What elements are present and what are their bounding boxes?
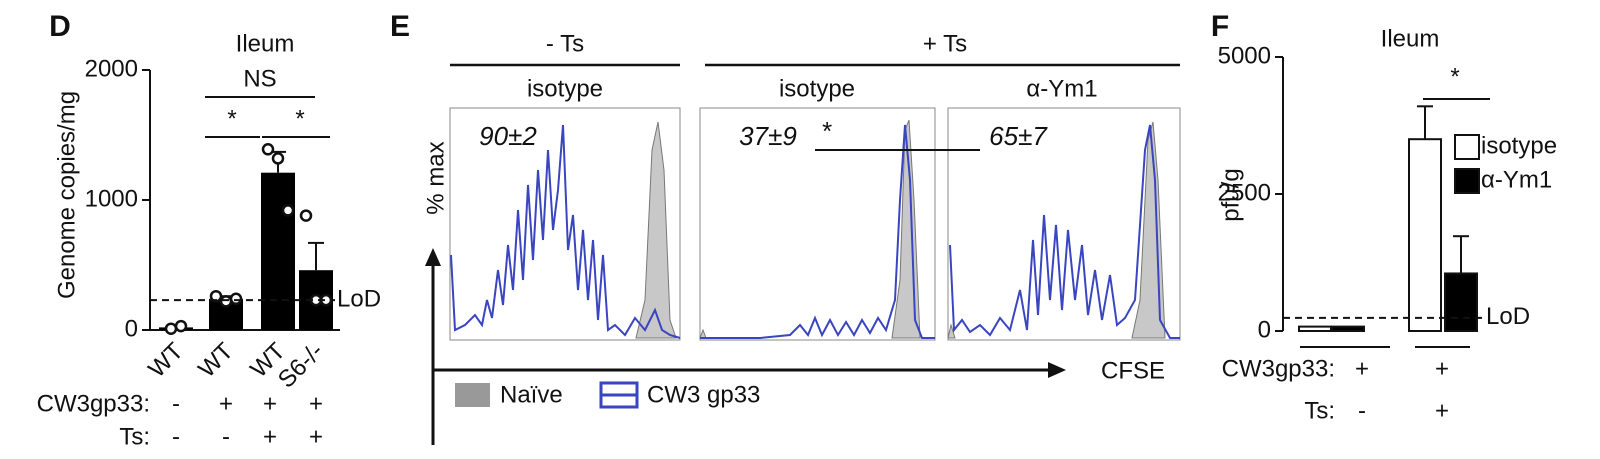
row-label: CW3gp33: — [37, 390, 150, 417]
legend-label: CW3 gp33 — [647, 381, 760, 408]
subplot-title: isotype — [527, 75, 603, 102]
row-label: Ts: — [119, 423, 150, 450]
cw3-curve — [949, 124, 1180, 339]
legend-label: isotype — [1481, 132, 1557, 159]
y-tick-label: 1000 — [85, 185, 138, 212]
plot-frame — [449, 107, 681, 341]
row-value: + — [219, 390, 233, 417]
plot-frame — [947, 107, 1181, 341]
row-value: + — [309, 390, 323, 417]
row-value: + — [263, 423, 277, 450]
y-tick-label: 0 — [1258, 316, 1271, 343]
annotation: 37±9 — [739, 121, 797, 151]
row-label: CW3gp33: — [1222, 355, 1335, 382]
bar — [1444, 272, 1478, 332]
annotation: * — [1450, 63, 1459, 90]
group-label: + Ts — [923, 30, 967, 57]
plot-frame — [699, 107, 936, 341]
y-tick-label: 0 — [125, 315, 138, 342]
bar — [1298, 325, 1332, 332]
cw3-curve — [450, 124, 681, 339]
bar — [1408, 138, 1442, 332]
panel-letter: D — [49, 10, 71, 43]
y-axis-label: % max — [422, 141, 449, 214]
data-point — [219, 295, 233, 308]
row-value: - — [222, 423, 230, 450]
arrow-head — [425, 248, 441, 266]
data-point — [174, 319, 188, 333]
legend-label: Naïve — [500, 381, 563, 408]
y-tick-label: 2500 — [1218, 179, 1271, 206]
legend-label: α-Ym1 — [1481, 166, 1552, 193]
row-value: - — [1358, 397, 1366, 424]
x-axis-label: CFSE — [1101, 357, 1165, 384]
legend-swatch — [1454, 168, 1480, 194]
y-axis-label: pfu/g — [1217, 168, 1244, 221]
annotation: 65±7 — [989, 121, 1048, 151]
row-value: - — [172, 390, 180, 417]
subplot-title: isotype — [779, 75, 855, 102]
annotation: 90±2 — [479, 121, 537, 151]
data-point — [209, 289, 223, 303]
row-label: Ts: — [1304, 397, 1335, 424]
bar — [261, 172, 295, 330]
row-value: + — [1355, 355, 1369, 382]
naive-curve — [699, 119, 921, 339]
chart-title: Ileum — [236, 30, 295, 57]
lod-label: LoD — [337, 285, 381, 312]
arrow-head — [1048, 362, 1066, 378]
data-point — [261, 143, 275, 156]
naive-curve — [947, 121, 1166, 339]
data-point — [281, 204, 295, 217]
panel-letter: E — [390, 10, 410, 43]
annotation: NS — [243, 65, 276, 92]
y-tick-label: 5000 — [1218, 42, 1271, 69]
annotation: * — [295, 105, 304, 132]
row-value: + — [263, 390, 277, 417]
annotation: * — [821, 116, 832, 146]
cw3-curve — [700, 124, 935, 339]
legend-swatch — [1454, 134, 1480, 160]
y-tick-label: 2000 — [85, 55, 138, 82]
group-label: - Ts — [546, 30, 584, 57]
chart-title: Ileum — [1381, 25, 1440, 52]
annotation: * — [227, 105, 236, 132]
row-value: - — [172, 423, 180, 450]
x-tick-label: S6-/- — [273, 338, 329, 394]
subplot-title: α-Ym1 — [1026, 75, 1097, 102]
data-point — [299, 209, 313, 222]
row-value: + — [1435, 355, 1449, 382]
flow-histograms — [425, 63, 1181, 445]
row-value: + — [309, 423, 323, 450]
x-tick-label: WT — [193, 337, 239, 383]
data-point — [271, 152, 285, 165]
lod-label: LoD — [1486, 303, 1530, 330]
data-point — [164, 322, 178, 335]
legend-swatch — [455, 383, 490, 407]
naive-curve — [635, 121, 677, 339]
x-tick-label: WT — [143, 337, 189, 383]
data-point — [229, 292, 243, 306]
row-value: + — [1435, 397, 1449, 424]
bar — [1331, 325, 1365, 332]
y-axis-label: Genome copies/mg — [53, 91, 80, 299]
panel-letter: F — [1211, 10, 1229, 43]
